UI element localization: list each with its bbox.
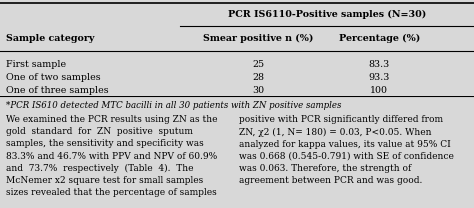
Text: 28: 28 [252,73,264,82]
Text: Sample category: Sample category [6,34,94,43]
Text: positive with PCR significantly differed from
ZN, χ2 (1, N= 180) = 0.03, P<0.05.: positive with PCR significantly differed… [239,115,454,185]
Text: 83.3: 83.3 [369,60,390,69]
Text: 93.3: 93.3 [368,73,390,82]
Text: We examined the PCR results using ZN as the
gold  standard  for  ZN  positive  s: We examined the PCR results using ZN as … [6,115,217,197]
Text: 30: 30 [252,86,264,95]
Text: *PCR IS610 detected MTC bacilli in all 30 patients with ZN positive samples: *PCR IS610 detected MTC bacilli in all 3… [6,101,341,110]
Text: One of three samples: One of three samples [6,86,109,95]
Text: One of two samples: One of two samples [6,73,100,82]
Text: 100: 100 [370,86,388,95]
Text: Percentage (%): Percentage (%) [338,34,420,43]
Text: Smear positive n (%): Smear positive n (%) [203,34,313,43]
Text: PCR IS6110-Positive samples (N=30): PCR IS6110-Positive samples (N=30) [228,10,426,19]
Text: 25: 25 [252,60,264,69]
Text: First sample: First sample [6,60,66,69]
